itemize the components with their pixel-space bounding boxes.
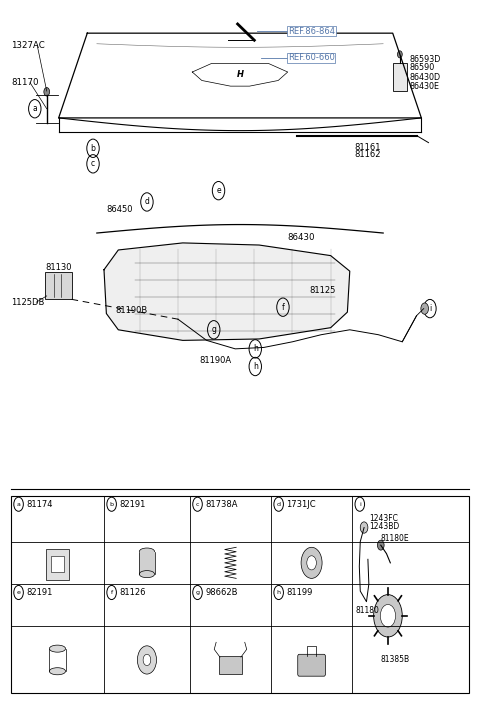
Text: 86430E: 86430E [409, 82, 439, 91]
Text: h: h [253, 362, 258, 371]
Polygon shape [192, 64, 288, 86]
Text: 81174: 81174 [26, 500, 53, 509]
Text: H: H [237, 70, 243, 79]
Ellipse shape [49, 668, 66, 675]
Text: 81385B: 81385B [381, 655, 410, 664]
Text: i: i [429, 304, 431, 313]
Text: REF.60-660: REF.60-660 [288, 53, 335, 62]
Circle shape [137, 646, 156, 674]
Bar [139, 552, 155, 574]
Text: b: b [109, 502, 114, 507]
Text: b: b [91, 144, 96, 152]
Circle shape [373, 595, 402, 637]
Text: f: f [282, 303, 284, 312]
Text: 81125: 81125 [309, 286, 336, 296]
Polygon shape [104, 243, 350, 340]
FancyBboxPatch shape [298, 654, 325, 676]
Text: 82191: 82191 [26, 588, 53, 597]
Bar [11, 496, 469, 693]
Circle shape [360, 522, 368, 533]
Text: 81161: 81161 [355, 143, 381, 152]
Text: 98662B: 98662B [205, 588, 238, 597]
Text: 86593D: 86593D [409, 55, 441, 64]
Circle shape [421, 303, 429, 314]
Text: f: f [110, 590, 113, 595]
Text: 81130: 81130 [45, 263, 72, 272]
FancyBboxPatch shape [51, 557, 64, 572]
Ellipse shape [139, 571, 155, 578]
Text: e: e [17, 590, 21, 595]
Text: a: a [33, 104, 37, 113]
Ellipse shape [49, 645, 66, 652]
Circle shape [301, 547, 322, 579]
FancyBboxPatch shape [393, 63, 407, 91]
Text: 1125DB: 1125DB [11, 298, 44, 307]
Text: 81180: 81180 [356, 605, 380, 615]
Text: 1731JC: 1731JC [286, 500, 316, 509]
Text: e: e [216, 186, 221, 195]
Text: h: h [276, 590, 281, 595]
Circle shape [377, 540, 384, 550]
Text: 1243BD: 1243BD [369, 522, 399, 530]
Text: c: c [91, 160, 95, 168]
Text: 81162: 81162 [355, 150, 381, 160]
Text: 86450: 86450 [107, 205, 133, 214]
Text: i: i [359, 502, 360, 507]
Text: 81190B: 81190B [115, 306, 147, 316]
FancyBboxPatch shape [46, 549, 69, 580]
Text: g: g [211, 325, 216, 334]
Text: 81199: 81199 [286, 588, 312, 597]
Circle shape [380, 605, 396, 627]
Text: 86590: 86590 [409, 63, 435, 72]
Text: 86430: 86430 [288, 233, 315, 242]
Text: REF.86-864: REF.86-864 [288, 26, 335, 35]
FancyBboxPatch shape [219, 656, 242, 674]
Text: d: d [276, 502, 281, 507]
Text: 81738A: 81738A [205, 500, 238, 509]
Text: 81190A: 81190A [199, 356, 231, 364]
Circle shape [44, 87, 49, 96]
Text: g: g [195, 590, 200, 595]
Circle shape [307, 556, 316, 570]
Text: h: h [253, 345, 258, 353]
Text: 81170: 81170 [11, 78, 38, 87]
Text: a: a [17, 502, 21, 507]
Circle shape [397, 51, 402, 58]
Text: 82191: 82191 [119, 500, 145, 509]
Text: 81180E: 81180E [381, 534, 409, 542]
Circle shape [143, 654, 151, 666]
Text: 81126: 81126 [119, 588, 146, 597]
Text: c: c [196, 502, 199, 507]
Text: 86430D: 86430D [409, 73, 441, 82]
Ellipse shape [139, 548, 155, 555]
Text: 1327AC: 1327AC [11, 40, 45, 50]
FancyBboxPatch shape [45, 272, 72, 298]
Text: d: d [144, 197, 149, 206]
Text: 1243FC: 1243FC [369, 514, 398, 523]
